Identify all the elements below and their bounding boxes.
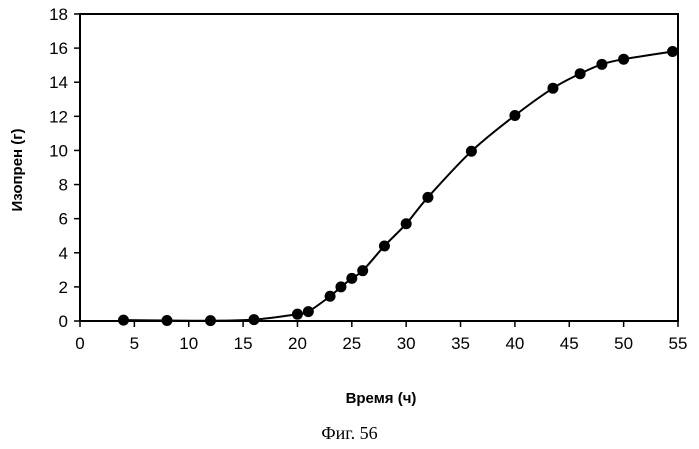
x-tick-label: 45 xyxy=(560,334,579,353)
x-tick-label: 30 xyxy=(397,334,416,353)
x-tick-label: 25 xyxy=(342,334,361,353)
data-point xyxy=(618,54,629,65)
data-curve xyxy=(124,52,673,321)
x-tick-label: 55 xyxy=(669,334,688,353)
x-tick-label: 10 xyxy=(179,334,198,353)
plot-frame xyxy=(80,14,678,321)
data-point xyxy=(161,315,172,326)
x-axis-label: Время (ч) xyxy=(346,390,417,407)
data-point xyxy=(346,273,357,284)
data-point xyxy=(667,46,678,57)
x-tick-label: 40 xyxy=(505,334,524,353)
data-point xyxy=(379,240,390,251)
axes xyxy=(80,14,678,321)
data-point xyxy=(596,59,607,70)
y-tick-label: 2 xyxy=(59,278,68,297)
x-tick-label: 20 xyxy=(288,334,307,353)
y-tick-label: 12 xyxy=(49,107,68,126)
data-point xyxy=(357,265,368,276)
data-point xyxy=(509,110,520,121)
data-points xyxy=(118,46,678,326)
x-tick-label: 35 xyxy=(451,334,470,353)
y-tick-label: 16 xyxy=(49,39,68,58)
y-tick-label: 14 xyxy=(49,73,68,92)
data-point xyxy=(401,218,412,229)
data-point xyxy=(205,315,216,326)
chart: 0 2 4 6 8 10 12 14 16 18 0 5 10 15 20 25 30 35 40 45 50 55 И… xyxy=(0,0,699,420)
x-tick-label: 50 xyxy=(614,334,633,353)
figure-caption: Фиг. 56 xyxy=(0,423,699,444)
y-axis-ticks: 0 2 4 6 8 10 12 14 16 18 xyxy=(49,5,80,331)
data-point xyxy=(248,314,259,325)
data-point xyxy=(575,68,586,79)
y-tick-label: 0 xyxy=(59,312,68,331)
data-point xyxy=(303,306,314,317)
data-point xyxy=(325,291,336,302)
y-tick-label: 8 xyxy=(59,176,68,195)
data-point xyxy=(335,281,346,292)
data-point xyxy=(466,146,477,157)
y-tick-label: 18 xyxy=(49,5,68,24)
y-tick-label: 10 xyxy=(49,141,68,160)
x-tick-label: 0 xyxy=(75,334,84,353)
x-tick-label: 15 xyxy=(234,334,253,353)
y-tick-label: 4 xyxy=(59,244,68,263)
data-point xyxy=(118,315,129,326)
x-tick-label: 5 xyxy=(130,334,139,353)
y-axis-label: Изопрен (г) xyxy=(9,128,26,211)
y-tick-label: 6 xyxy=(59,210,68,229)
data-point xyxy=(422,192,433,203)
data-point xyxy=(547,83,558,94)
data-point xyxy=(292,309,303,320)
